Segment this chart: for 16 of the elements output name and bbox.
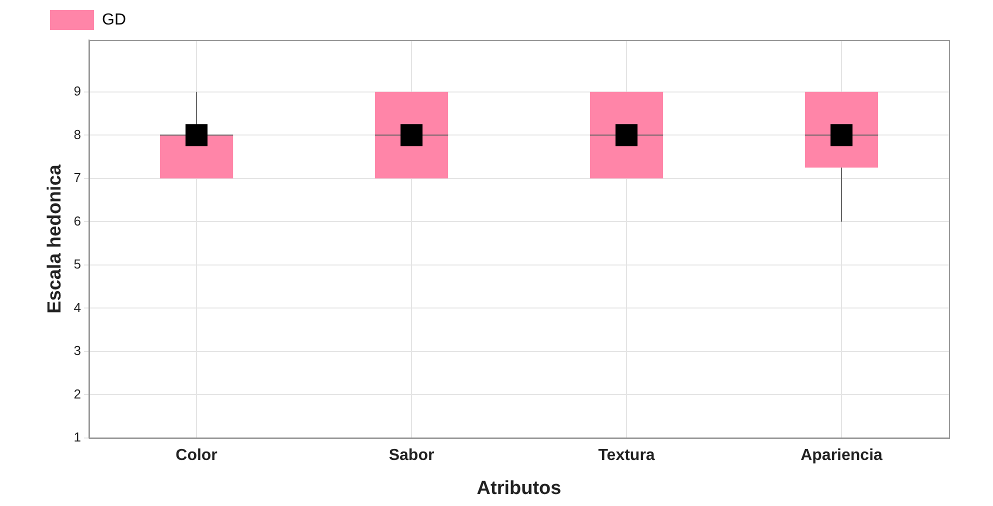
legend-label: GD	[102, 11, 126, 28]
x-tick-label: Apariencia	[800, 447, 883, 464]
y-tick-label: 9	[74, 83, 82, 98]
x-tick-label: Textura	[598, 447, 655, 464]
x-tick-label: Sabor	[388, 447, 434, 464]
y-tick-label: 3	[74, 343, 82, 358]
x-axis-title: Atributos	[476, 478, 562, 499]
y-tick-label: 2	[74, 386, 82, 402]
y-tick-label: 8	[74, 126, 82, 142]
x-tick-label: Color	[176, 447, 218, 464]
y-tick-label: 4	[74, 300, 82, 315]
y-tick-label: 5	[74, 256, 82, 272]
y-tick-label: 6	[74, 213, 82, 228]
y-tick-label: 7	[74, 170, 82, 186]
y-tick-label: 1	[74, 430, 82, 445]
y-axis-title: Escala hedonica	[44, 164, 66, 314]
